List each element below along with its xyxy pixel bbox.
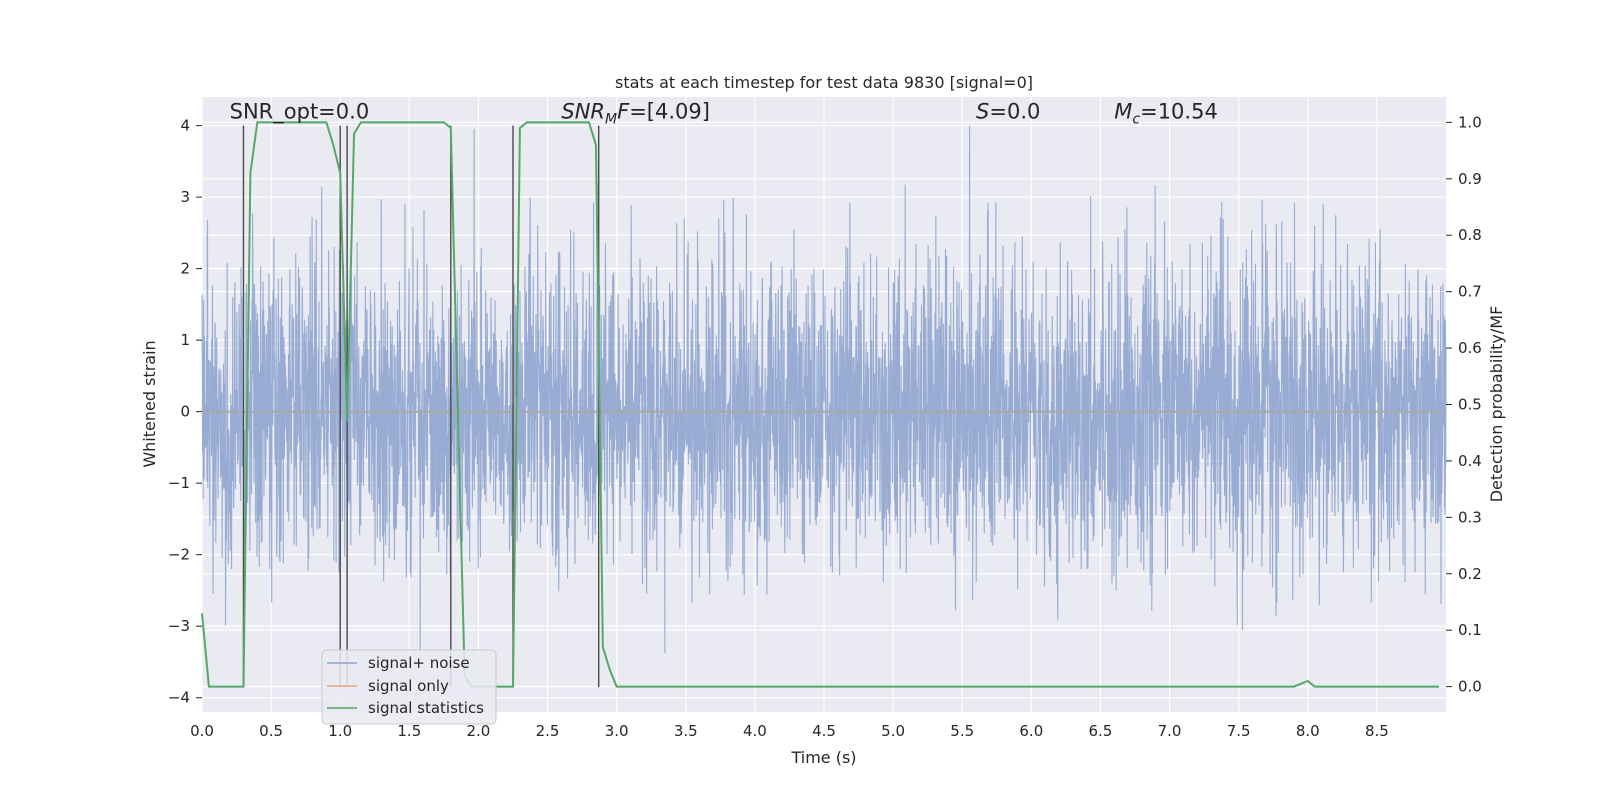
legend-box <box>321 649 497 725</box>
y-tick-label: −4 <box>168 689 190 707</box>
x-tick-label: 6.5 <box>1089 722 1113 740</box>
y-tick-label: −3 <box>168 617 190 635</box>
annotation-text: SNR_opt=0.0 <box>230 99 370 124</box>
y-axis-ticks: −4 −3 −2 −1 0 1 2 3 4 <box>168 117 202 707</box>
x-tick-label: 4.0 <box>743 722 767 740</box>
annotations: SNR_opt=0.0 SNRMF=[4.09] S=0.0 Mc=10.54 <box>230 99 1218 127</box>
y2-tick-label: 0.2 <box>1458 565 1482 583</box>
legend-label-noise: signal+ noise <box>368 654 470 672</box>
y2-tick-label: 0.4 <box>1458 452 1482 470</box>
y2-tick-label: 0.8 <box>1458 226 1482 244</box>
event-markers <box>242 125 600 687</box>
legend: signal+ noise signal only signal statist… <box>321 649 497 725</box>
annotation-text: S=0.0 <box>976 99 1040 123</box>
annotation-text: SNRMF=[4.09] <box>561 99 710 127</box>
y2-tick-label: 0.5 <box>1458 396 1482 414</box>
legend-label-signal: signal only <box>368 677 449 695</box>
y-tick-label: 0 <box>180 403 190 421</box>
y-tick-label: 2 <box>180 260 190 278</box>
y-tick-label: 4 <box>180 117 190 135</box>
x-tick-label: 8.0 <box>1296 722 1320 740</box>
x-tick-label: 6.0 <box>1019 722 1043 740</box>
x-tick-label: 1.5 <box>397 722 421 740</box>
x-tick-label: 7.0 <box>1158 722 1182 740</box>
y2-axis-ticks: 0.0 0.1 0.2 0.3 0.4 0.5 0.6 0.7 0.8 0.9 1.0 <box>1446 113 1482 696</box>
annotation-text: Mc=10.54 <box>1114 99 1218 127</box>
x-tick-label: 0.5 <box>259 722 283 740</box>
y2-axis-title: Detection probability/MF <box>1487 306 1506 503</box>
y2-tick-label: 0.1 <box>1458 621 1482 639</box>
x-tick-label: 0.0 <box>190 722 214 740</box>
x-tick-label: 1.0 <box>328 722 352 740</box>
y-tick-label: −2 <box>168 546 190 564</box>
x-tick-label: 3.0 <box>605 722 629 740</box>
y2-tick-label: 0.6 <box>1458 339 1482 357</box>
signal-noise-series <box>201 125 1447 654</box>
y2-tick-label: 1.0 <box>1458 113 1482 131</box>
y2-tick-label: 0.3 <box>1458 508 1482 526</box>
x-tick-label: 5.5 <box>950 722 974 740</box>
x-tick-label: 5.0 <box>881 722 905 740</box>
x-tick-label: 2.5 <box>536 722 560 740</box>
x-tick-label: 4.5 <box>812 722 836 740</box>
legend-label-statistics: signal statistics <box>368 699 484 717</box>
signal-noise-line <box>201 125 1447 654</box>
x-axis-ticks: 0.0 0.5 1.0 1.5 2.0 2.5 3.0 3.5 4.0 4.5 5.0 5.5 6.0 6… <box>190 722 1389 740</box>
chart-title: stats at each timestep for test data 983… <box>615 73 1033 92</box>
y-tick-label: −1 <box>168 474 190 492</box>
x-axis-title: Time (s) <box>790 748 856 767</box>
x-tick-label: 3.5 <box>674 722 698 740</box>
x-tick-label: 8.5 <box>1365 722 1389 740</box>
y-tick-label: 3 <box>180 188 190 206</box>
y-axis-title: Whitened strain <box>140 340 159 467</box>
x-tick-label: 7.5 <box>1227 722 1251 740</box>
y-tick-label: 1 <box>180 331 190 349</box>
y2-tick-label: 0.7 <box>1458 283 1482 301</box>
y2-tick-label: 0.9 <box>1458 170 1482 188</box>
y2-tick-label: 0.0 <box>1458 678 1482 696</box>
x-tick-label: 2.0 <box>467 722 491 740</box>
